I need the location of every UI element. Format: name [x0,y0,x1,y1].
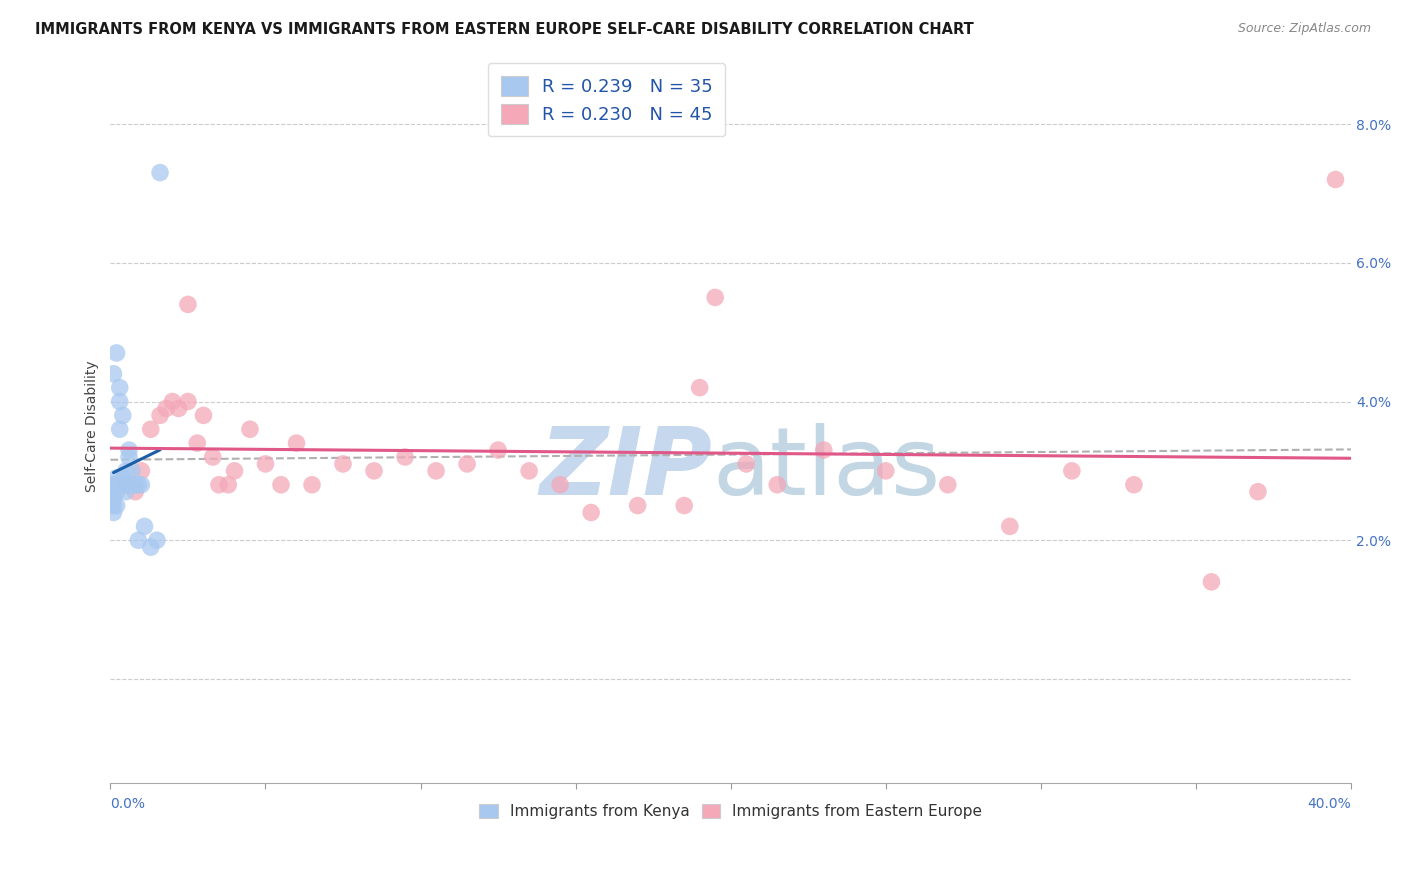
Point [103,506,125,520]
Point [105,499,128,513]
Point [115,477,138,491]
Point [103,484,125,499]
Point [105,484,128,499]
Point [270,477,292,491]
Point [217,477,239,491]
Point [108,477,131,491]
Point [115,464,138,478]
Point [108,394,131,409]
Point [186,436,208,450]
Point [118,450,141,464]
Point [1324,172,1347,186]
Point [208,477,231,491]
Legend: Immigrants from Kenya, Immigrants from Eastern Europe: Immigrants from Kenya, Immigrants from E… [472,797,988,825]
Point [103,491,125,506]
Point [673,499,696,513]
Point [224,464,246,478]
Text: atlas: atlas [711,423,941,515]
Point [177,394,200,409]
Point [201,450,224,464]
Point [332,457,354,471]
Point [105,477,128,491]
Point [704,290,727,304]
Text: IMMIGRANTS FROM KENYA VS IMMIGRANTS FROM EASTERN EUROPE SELF-CARE DISABILITY COR: IMMIGRANTS FROM KENYA VS IMMIGRANTS FROM… [35,22,974,37]
Point [363,464,385,478]
Text: Source: ZipAtlas.com: Source: ZipAtlas.com [1237,22,1371,36]
Point [301,477,323,491]
Point [118,443,141,458]
Point [394,450,416,464]
Point [1201,574,1223,589]
Point [105,346,128,360]
Point [127,533,149,548]
Point [127,477,149,491]
Point [146,533,169,548]
Point [766,477,789,491]
Point [111,409,134,423]
Point [627,499,650,513]
Point [108,381,131,395]
Point [167,401,190,416]
Point [1122,477,1144,491]
Point [548,477,571,491]
Point [579,506,602,520]
Point [149,409,172,423]
Point [177,297,200,311]
Point [1060,464,1083,478]
Point [115,477,138,491]
Point [124,484,146,499]
Point [111,471,134,485]
Point [875,464,897,478]
Point [103,499,125,513]
Point [998,519,1021,533]
Point [131,464,153,478]
Point [115,484,138,499]
Point [162,394,184,409]
Point [139,540,162,554]
Point [124,477,146,491]
Point [813,443,835,458]
Point [139,422,162,436]
Point [111,477,134,491]
Y-axis label: Self-Care Disability: Self-Care Disability [86,360,100,491]
Point [936,477,959,491]
Point [103,477,125,491]
Point [121,464,143,478]
Point [103,367,125,381]
Point [735,457,758,471]
Point [105,471,128,485]
Text: ZIP: ZIP [540,423,711,515]
Point [285,436,308,450]
Point [254,457,277,471]
Point [108,422,131,436]
Point [1247,484,1270,499]
Text: 40.0%: 40.0% [1308,797,1351,811]
Point [456,457,478,471]
Text: 0.0%: 0.0% [111,797,145,811]
Point [689,381,711,395]
Point [517,464,540,478]
Point [486,443,509,458]
Point [118,477,141,491]
Point [425,464,447,478]
Point [149,165,172,179]
Point [239,422,262,436]
Point [134,519,156,533]
Point [155,401,177,416]
Point [105,477,128,491]
Point [193,409,215,423]
Point [131,477,153,491]
Point [121,477,143,491]
